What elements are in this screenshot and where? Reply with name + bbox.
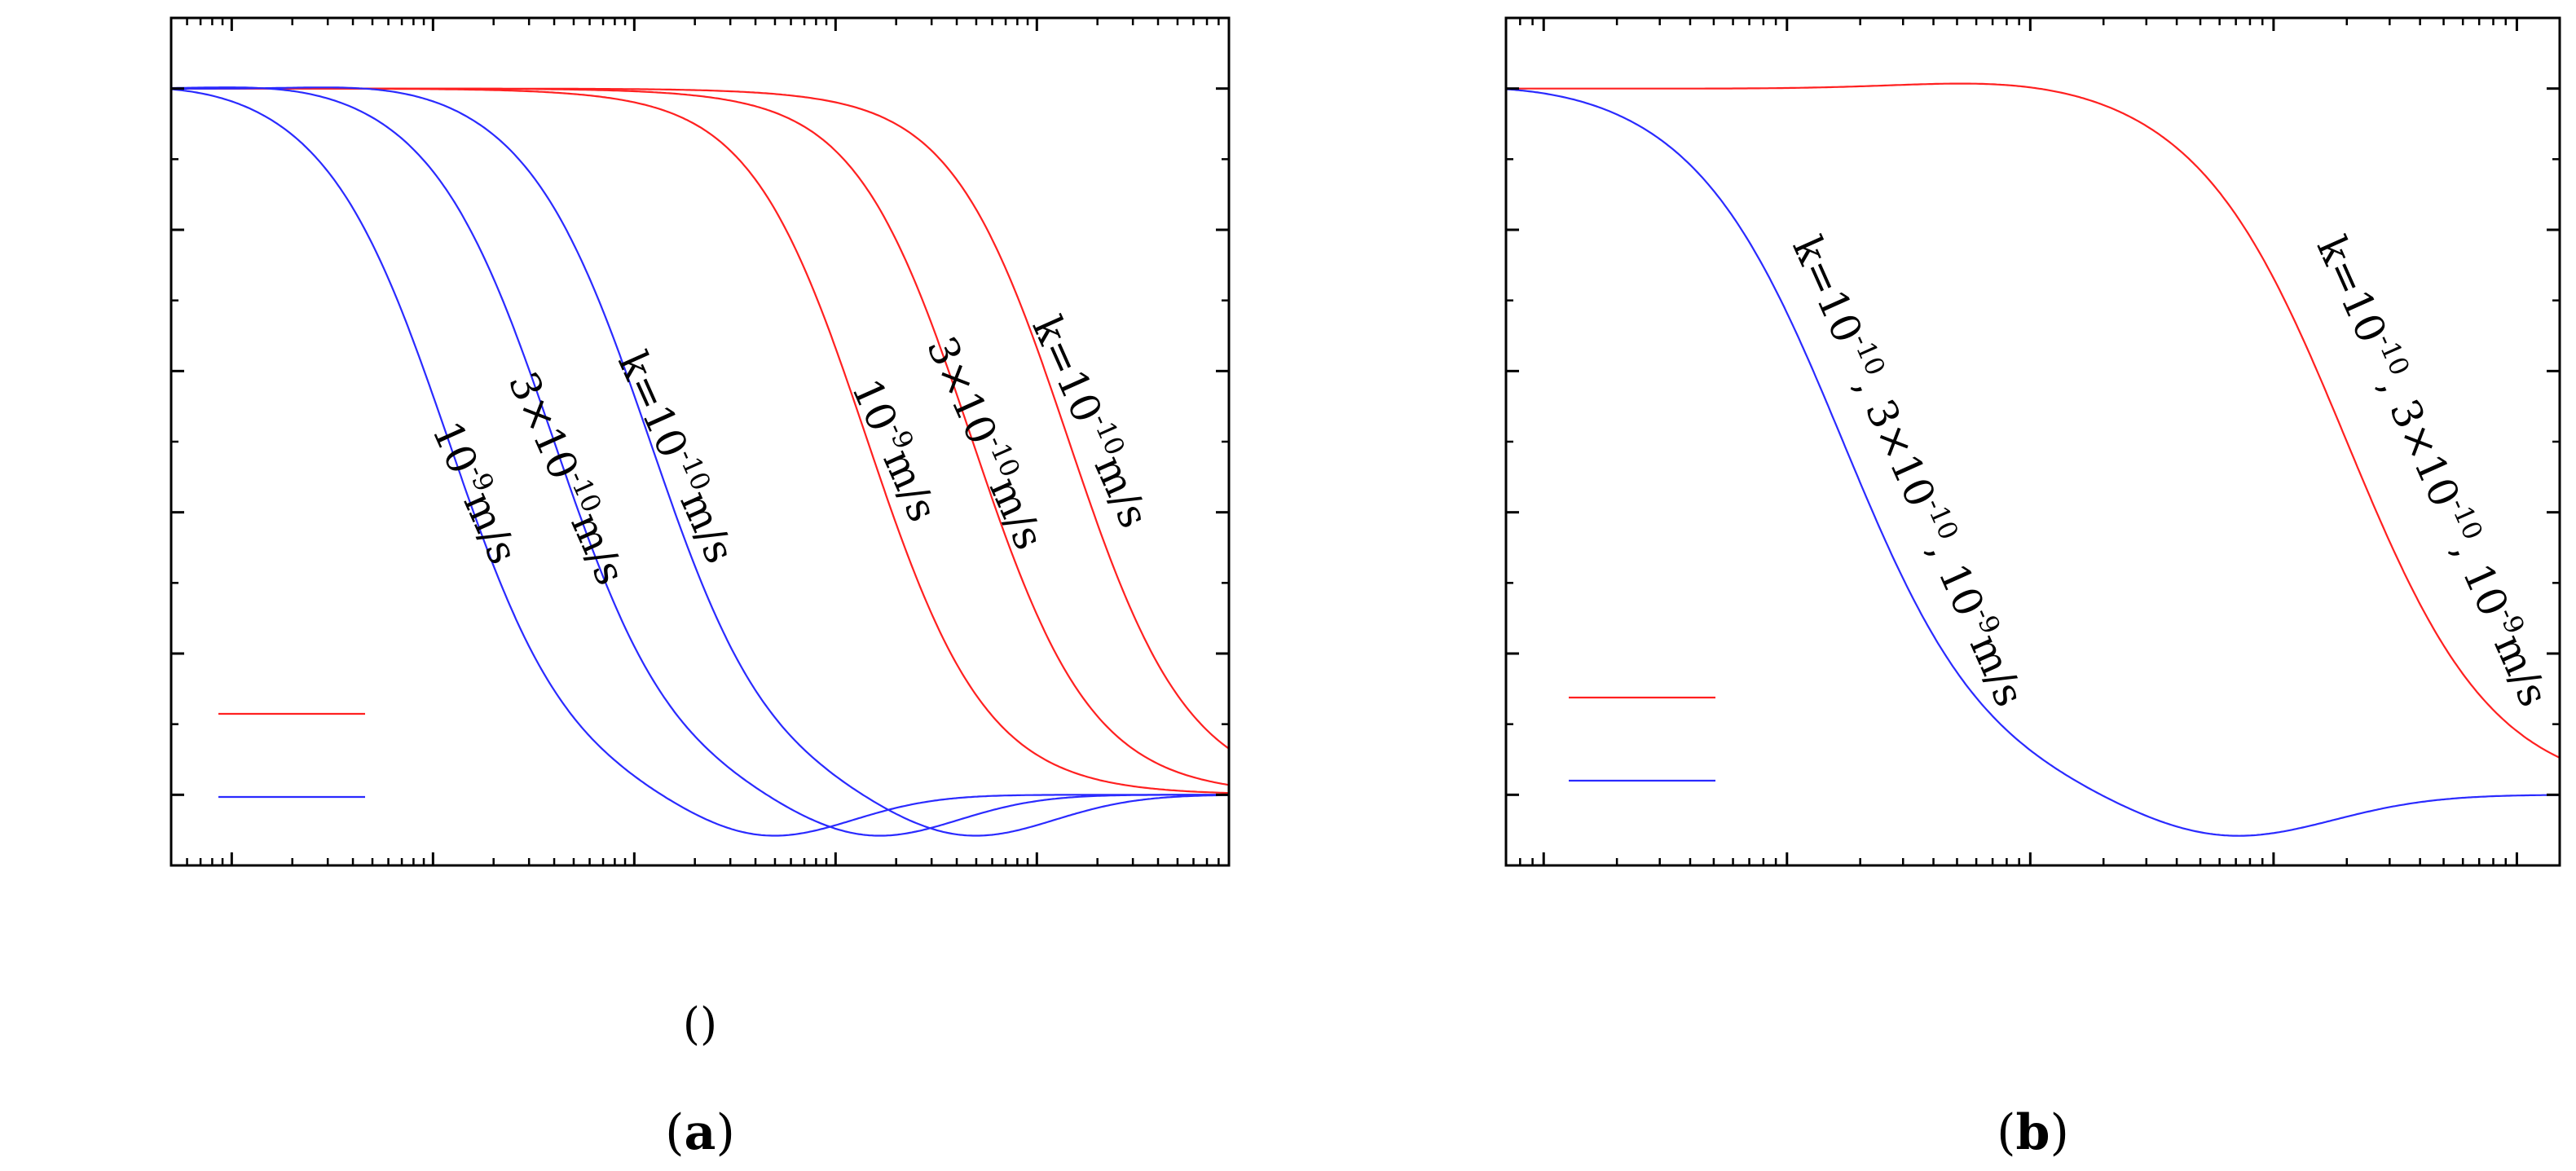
annotation-text: m/s <box>454 485 527 571</box>
series-line-1 <box>171 87 1229 795</box>
annotation-text: , 3×10 <box>1846 369 1945 514</box>
curve-annotation: 10-9m/s <box>843 371 950 529</box>
panel-label-letter: a <box>685 1104 716 1161</box>
series-line-1 <box>1506 82 2560 759</box>
panel-label-paren-open: ( <box>665 1104 684 1161</box>
curve-annotation: 3×10-10m/s <box>499 363 637 592</box>
annotation-text: k=10 <box>609 345 697 465</box>
annotation-text: k=10 <box>2308 229 2396 350</box>
curve-annotation: k=10-10, 3×10-10, 10-9m/s <box>2308 228 2561 714</box>
series-group <box>171 86 1229 837</box>
series-line-4 <box>171 88 1229 837</box>
series-line-2 <box>1506 88 2560 837</box>
series-line-2 <box>171 87 1229 786</box>
curve-annotation: k=10-10m/s <box>1023 308 1160 535</box>
annotation-text: 3×10 <box>499 365 588 486</box>
panel-a: ()(a)10-9m/s3×10-10m/sk=10-10m/s10-9m/s3… <box>170 16 1231 1161</box>
x-axis-paren-open: ( <box>683 998 700 1050</box>
plot-frame <box>170 16 1231 867</box>
annotation-text: , 3×10 <box>2370 369 2469 514</box>
annotation-text: m/s <box>1961 627 2034 714</box>
annotation-text: m/s <box>980 470 1054 557</box>
panel-label-paren-open: ( <box>1997 1104 2015 1161</box>
curve-annotation: k=10-10m/s <box>609 343 746 570</box>
series-group <box>1506 82 2560 837</box>
panel-label-paren-close: ) <box>2050 1104 2068 1161</box>
panel-label: (a) <box>665 1104 735 1161</box>
annotation-text: m/s <box>2485 627 2558 714</box>
x-axis-paren-close: ) <box>700 998 717 1050</box>
annotation-text: 3×10 <box>918 330 1006 451</box>
panel-label-letter: b <box>2016 1104 2050 1161</box>
annotation-text: k=10 <box>1023 309 1111 429</box>
annotation-text: m/s <box>671 484 744 570</box>
panel-label-paren-close: ) <box>716 1104 734 1161</box>
annotation-text: m/s <box>874 442 947 529</box>
series-line-6 <box>171 86 1229 837</box>
series-line-5 <box>171 86 1229 837</box>
curve-annotation: 10-9m/s <box>423 413 531 571</box>
panel-label: (b) <box>1997 1104 2069 1161</box>
curve-annotation: 3×10-10m/s <box>918 328 1056 557</box>
curve-annotation: k=10-10, 3×10-10, 10-9m/s <box>1783 228 2037 714</box>
x-axis-title: () <box>683 998 717 1050</box>
annotation-text: m/s <box>561 505 635 592</box>
